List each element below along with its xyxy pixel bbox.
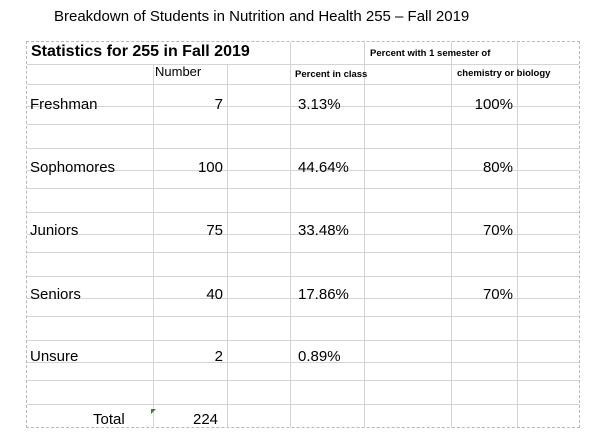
total-number: 224 (193, 411, 219, 428)
grid-line (27, 84, 579, 85)
row-label-sophomores: Sophomores (30, 159, 116, 176)
row-percent-sophomores: 44.64% (298, 159, 349, 176)
grid-line (517, 42, 518, 427)
row-chembio-seniors: 70% (482, 286, 513, 303)
row-percent-seniors: 17.86% (298, 286, 349, 303)
row-chembio-juniors: 70% (482, 222, 513, 239)
grid-line (27, 298, 579, 299)
grid-line (27, 64, 579, 65)
row-number-juniors: 75 (206, 222, 223, 239)
grid-line (27, 404, 579, 405)
column-header-percent: Percent in class (295, 69, 368, 80)
row-label-freshman: Freshman (30, 96, 98, 113)
sheet-title: Statistics for 255 in Fall 2019 (31, 43, 250, 60)
total-label: Total (93, 411, 125, 428)
row-number-sophomores: 100 (197, 159, 223, 176)
header-note-line2: chemistry or biology (457, 68, 551, 79)
grid-line (27, 188, 579, 189)
row-label-juniors: Juniors (30, 222, 79, 239)
page-caption: Breakdown of Students in Nutrition and H… (54, 8, 470, 25)
grid-line (27, 148, 579, 149)
row-chembio-sophomores: 80% (482, 159, 513, 176)
row-percent-freshman: 3.13% (298, 96, 341, 113)
grid-line (27, 106, 579, 107)
grid-line (27, 340, 579, 341)
grid-line (290, 42, 291, 427)
row-percent-unsure: 0.89% (298, 348, 341, 365)
row-chembio-freshman: 100% (474, 96, 513, 113)
header-note-line1: Percent with 1 semester of (370, 48, 491, 59)
grid-line (27, 124, 579, 125)
grid-line (27, 170, 579, 171)
grid-line (27, 212, 579, 213)
grid-line (27, 234, 579, 235)
comment-flag-icon (151, 409, 156, 414)
row-label-seniors: Seniors (30, 286, 81, 303)
row-number-freshman: 7 (214, 96, 223, 113)
row-label-unsure: Unsure (30, 348, 79, 365)
grid-line (364, 42, 365, 427)
grid-line (227, 64, 228, 428)
grid-line (27, 380, 579, 381)
row-number-seniors: 40 (206, 286, 223, 303)
spreadsheet: Statistics for 255 in Fall 2019 Percent … (26, 41, 580, 428)
row-percent-juniors: 33.48% (298, 222, 349, 239)
grid-line (27, 276, 579, 277)
grid-line (27, 252, 579, 253)
column-header-number: Number (155, 64, 202, 79)
grid-line (27, 316, 579, 317)
grid-line (27, 362, 579, 363)
grid-line (153, 64, 154, 428)
row-number-unsure: 2 (214, 348, 223, 365)
grid-line (451, 42, 452, 427)
